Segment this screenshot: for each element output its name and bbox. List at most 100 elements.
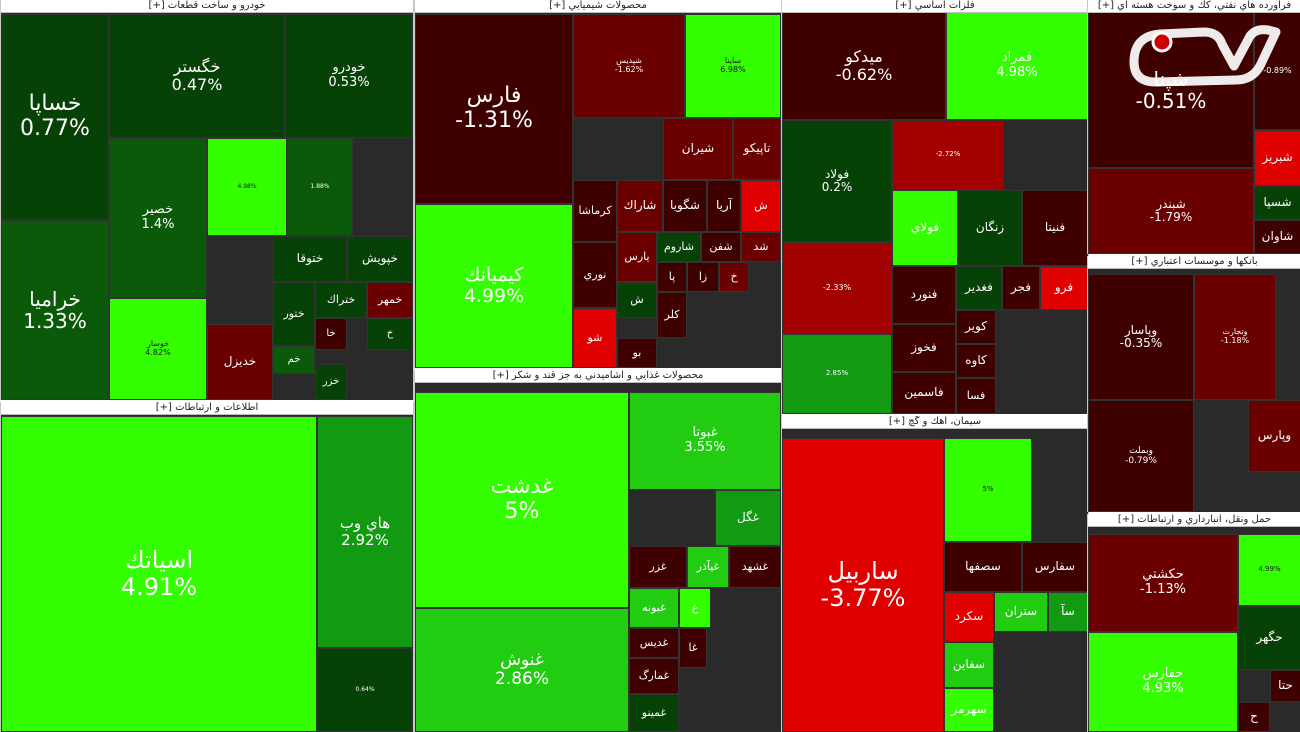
stock-tile[interactable]: پا xyxy=(657,262,687,292)
stock-tile[interactable]: زا xyxy=(687,262,719,292)
stock-tile[interactable]: 1.88% xyxy=(287,138,353,236)
stock-tile[interactable]: خپويش xyxy=(347,236,413,282)
stock-tile[interactable]: خراميا 1.33% xyxy=(1,220,109,400)
stock-tile[interactable]: 4.99% xyxy=(1238,534,1300,606)
stock-tile[interactable]: فولاي xyxy=(892,190,958,266)
stock-tile[interactable]: فارس -1.31% xyxy=(415,14,573,204)
stock-tile[interactable]: 5% xyxy=(944,438,1032,542)
stock-tile[interactable]: غا xyxy=(679,628,707,668)
stock-tile[interactable]: فخوز xyxy=(892,324,956,372)
stock-tile[interactable]: بو xyxy=(617,338,657,368)
stock-tile[interactable]: حفارس 4.93% xyxy=(1088,632,1238,732)
stock-tile[interactable]: غديس xyxy=(629,628,679,658)
stock-tile[interactable]: سآ xyxy=(1048,592,1088,632)
stock-tile[interactable]: وبملت -0.79% xyxy=(1088,400,1194,512)
stock-tile[interactable]: سفارس xyxy=(1022,542,1088,592)
stock-tile[interactable]: كرماشا xyxy=(573,180,617,242)
stock-tile[interactable]: غنوش 2.86% xyxy=(415,608,629,732)
stock-tile[interactable]: فاسمين xyxy=(892,372,956,414)
stock-tile[interactable]: خزر xyxy=(315,364,347,400)
stock-tile[interactable]: کيميانك 4.99% xyxy=(415,204,573,368)
stock-tile[interactable]: غ xyxy=(679,588,711,628)
stock-tile[interactable]: خساپا 0.77% xyxy=(1,14,109,220)
stock-tile[interactable]: خودرو 0.53% xyxy=(285,14,413,138)
stock-tile[interactable]: شاوان xyxy=(1254,220,1300,254)
stock-tile[interactable]: 2.85% xyxy=(782,334,892,414)
stock-tile[interactable]: 0.64% xyxy=(317,648,413,732)
stock-tile[interactable]: حگهر xyxy=(1238,606,1300,670)
sector-title[interactable]: محصولات غذايي و آشاميدني به جز قند و شكر… xyxy=(415,370,781,383)
stock-tile[interactable]: شد xyxy=(741,232,781,262)
stock-tile[interactable]: وپاسار -0.35% xyxy=(1088,274,1194,400)
stock-tile[interactable]: ش xyxy=(741,180,781,232)
stock-tile[interactable]: فنورد xyxy=(892,266,956,324)
stock-tile[interactable]: -2.72% xyxy=(892,120,1004,190)
stock-tile[interactable]: نوري xyxy=(573,242,617,308)
sector-title[interactable]: اطلاعات و ارتباطات [+] xyxy=(1,402,413,415)
stock-tile[interactable]: فنيتا xyxy=(1022,190,1088,266)
stock-tile[interactable]: سهرمز xyxy=(944,688,994,732)
stock-tile[interactable]: شبريز xyxy=(1254,130,1300,186)
stock-tile[interactable]: شپديس -1.62% xyxy=(573,14,685,118)
sector-title[interactable]: فرآورده هاي نفتي، كك و سوخت هسته اي [+] xyxy=(1088,0,1300,13)
stock-tile[interactable]: شاروم xyxy=(657,232,701,262)
stock-tile[interactable]: كوير xyxy=(956,310,996,344)
stock-tile[interactable]: آريا xyxy=(707,180,741,232)
stock-tile[interactable]: هاي وب 2.92% xyxy=(317,416,413,648)
stock-tile[interactable]: سصفها xyxy=(944,542,1022,592)
stock-tile[interactable]: فمراد 4.98% xyxy=(946,12,1088,120)
stock-tile[interactable]: ختور xyxy=(273,282,315,346)
stock-tile[interactable]: فسا xyxy=(956,378,996,414)
stock-tile[interactable]: شسپا xyxy=(1254,186,1300,220)
stock-tile[interactable]: زنگان xyxy=(958,190,1022,266)
stock-tile[interactable]: خمهر xyxy=(367,282,413,318)
stock-tile[interactable]: ساربيل -3.77% xyxy=(782,438,944,732)
stock-tile[interactable]: -2.33% xyxy=(782,242,892,334)
stock-tile[interactable]: خوساز 4.82% xyxy=(109,298,207,400)
stock-tile[interactable]: فرو xyxy=(1040,266,1088,310)
stock-tile[interactable]: ش xyxy=(617,282,657,318)
stock-tile[interactable]: فجر xyxy=(1002,266,1040,310)
stock-tile[interactable]: اسياتك 4.91% xyxy=(1,416,317,732)
sector-title[interactable]: حمل ونقل، انبارداري و ارتباطات [+] xyxy=(1088,514,1300,527)
stock-tile[interactable]: خصير 1.4% xyxy=(109,138,207,298)
stock-tile[interactable]: ح xyxy=(1238,702,1270,732)
stock-tile[interactable]: تاپيكو xyxy=(733,118,781,180)
stock-tile[interactable]: غبوتا 3.55% xyxy=(629,392,781,490)
sector-title[interactable]: خودرو و ساخت قطعات [+] xyxy=(1,0,413,13)
stock-tile[interactable]: حتا xyxy=(1270,670,1300,702)
stock-tile[interactable]: خديزل xyxy=(207,324,273,400)
stock-tile[interactable]: ختراك xyxy=(315,282,367,318)
stock-tile[interactable]: غيآذر xyxy=(687,546,729,588)
stock-tile[interactable]: شفن xyxy=(701,232,741,262)
stock-tile[interactable]: غگل xyxy=(715,490,781,546)
stock-tile[interactable]: غشهد xyxy=(729,546,781,588)
stock-tile[interactable]: خ xyxy=(367,318,413,350)
stock-tile[interactable]: سكرد xyxy=(944,592,994,642)
stock-tile[interactable]: ستران xyxy=(994,592,1048,632)
stock-tile[interactable]: وتجارت -1.18% xyxy=(1194,274,1276,400)
stock-tile[interactable]: 4.98% xyxy=(207,138,287,236)
stock-tile[interactable]: وپارس xyxy=(1248,400,1300,472)
stock-tile[interactable]: غمينو xyxy=(629,694,679,732)
stock-tile[interactable]: شگويا xyxy=(663,180,707,232)
stock-tile[interactable]: شو xyxy=(573,308,617,368)
stock-tile[interactable]: خا xyxy=(315,318,347,350)
stock-tile[interactable]: شبندر -1.79% xyxy=(1088,168,1254,254)
stock-tile[interactable]: ميدكو -0.62% xyxy=(782,12,946,120)
sector-title[interactable]: محصولات شيميايي [+] xyxy=(415,0,781,13)
stock-tile[interactable]: فولاد 0.2% xyxy=(782,120,892,242)
sector-title[interactable]: بانكها و موسسات اعتباري [+] xyxy=(1088,256,1300,269)
stock-tile[interactable]: غدشت 5% xyxy=(415,392,629,608)
stock-tile[interactable]: فغدير xyxy=(956,266,1002,310)
stock-tile[interactable]: سفاين xyxy=(944,642,994,688)
stock-tile[interactable]: كلر xyxy=(657,292,687,338)
stock-tile[interactable]: يارس xyxy=(617,232,657,282)
stock-tile[interactable]: غبونه xyxy=(629,588,679,628)
stock-tile[interactable]: كاوه xyxy=(956,344,996,378)
stock-tile[interactable]: ساينا 6.98% xyxy=(685,14,781,118)
stock-tile[interactable]: حكشتي -1.13% xyxy=(1088,534,1238,632)
stock-tile[interactable]: ختوقا xyxy=(273,236,347,282)
stock-tile[interactable]: شاراك xyxy=(617,180,663,232)
stock-tile[interactable]: غمارگ xyxy=(629,658,679,694)
